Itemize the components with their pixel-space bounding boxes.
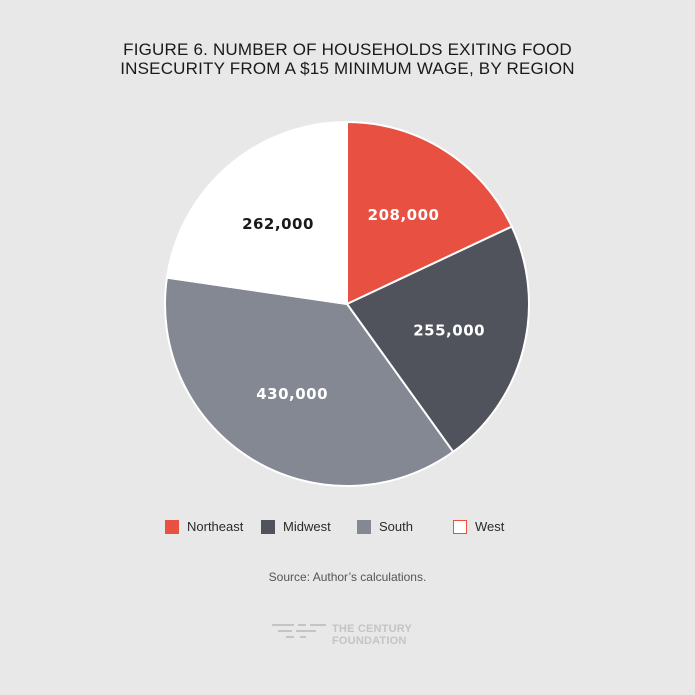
legend-item-northeast: Northeast <box>165 519 243 534</box>
legend-label-south: South <box>379 519 413 534</box>
pie-slice-west <box>165 121 348 305</box>
pie-label-south: 430,000 <box>256 385 328 403</box>
century-foundation-logo-icon <box>272 624 326 638</box>
legend-item-south: South <box>357 519 413 534</box>
legend-item-midwest: Midwest <box>261 519 331 534</box>
legend-swatch-northeast <box>165 519 179 534</box>
century-foundation-logo: THE CENTURY FOUNDATION <box>272 623 432 649</box>
source-note: Source: Author’s calculations. <box>268 570 427 584</box>
chart-title: FIGURE 6. NUMBER OF HOUSEHOLDS EXITING F… <box>0 40 695 78</box>
logo-text: THE CENTURY FOUNDATION <box>332 623 412 647</box>
legend-label-northeast: Northeast <box>187 519 244 534</box>
chart-title-line-1: FIGURE 6. NUMBER OF HOUSEHOLDS EXITING F… <box>123 40 572 59</box>
logo-text-line-1: THE CENTURY <box>332 623 413 635</box>
pie-slice-midwest <box>346 225 530 453</box>
legend-item-west: West <box>453 519 504 534</box>
legend-swatch-midwest <box>261 519 275 534</box>
pie-label-northeast: 208,000 <box>368 206 440 224</box>
legend-swatch-west <box>453 519 467 534</box>
pie-label-midwest: 255,000 <box>413 322 485 340</box>
chart-title-line-2: INSECURITY FROM A $15 MINIMUM WAGE, BY R… <box>120 59 575 78</box>
pie-slice-northeast <box>346 121 513 305</box>
legend-swatch-south <box>357 519 371 534</box>
logo-text-line-2: FOUNDATION <box>332 635 407 647</box>
legend-label-west: West <box>475 519 505 534</box>
legend: Northeast Midwest South West <box>0 519 695 539</box>
pie-label-west: 262,000 <box>242 215 314 233</box>
legend-label-midwest: Midwest <box>283 519 331 534</box>
pie-slice-south <box>164 276 455 487</box>
